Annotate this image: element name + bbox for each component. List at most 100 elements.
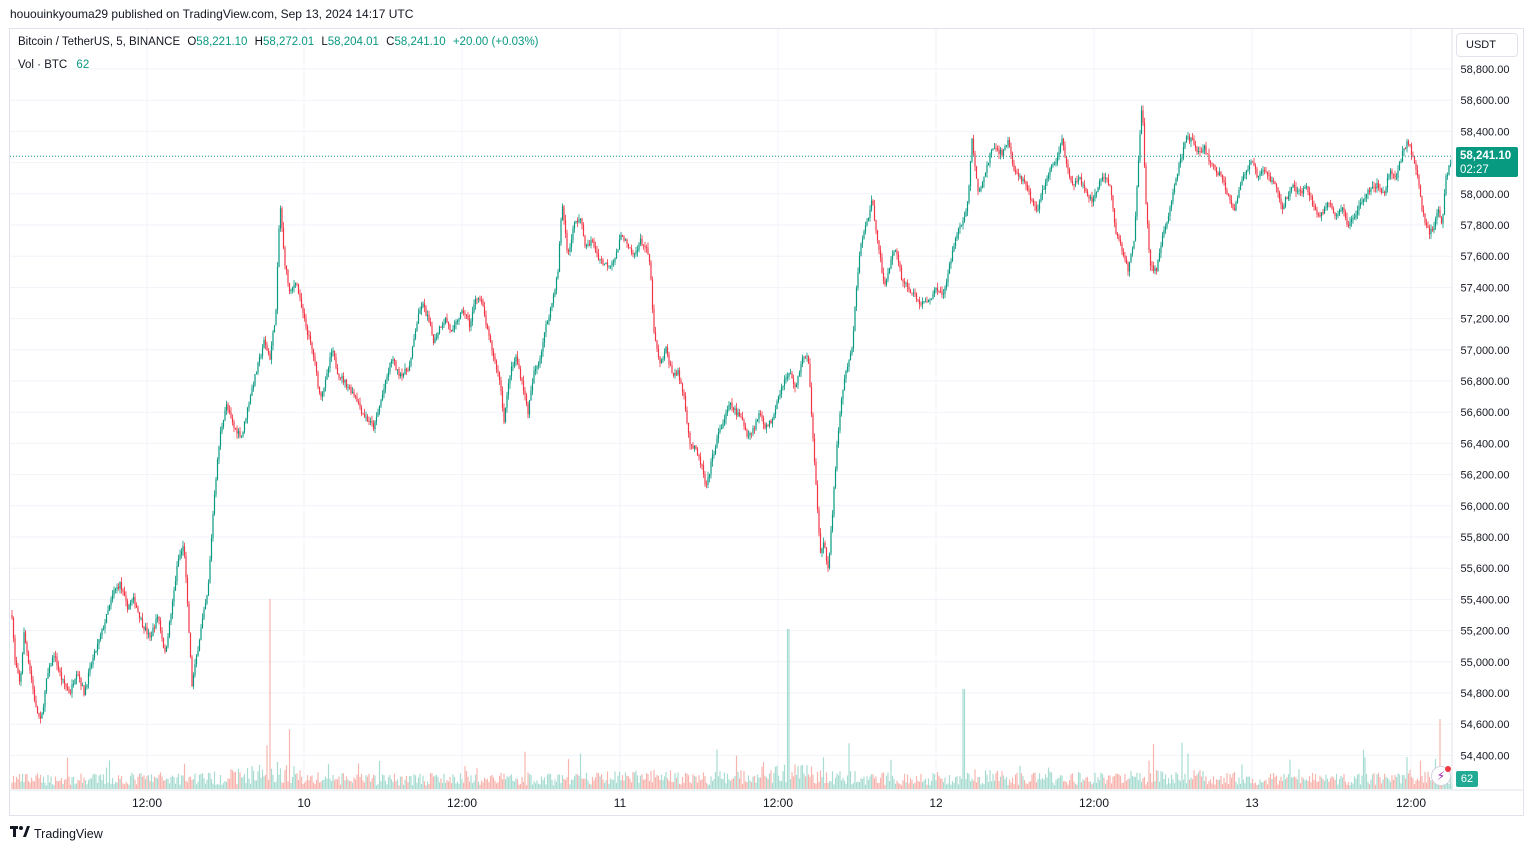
candle-body <box>918 299 921 304</box>
candle-body <box>596 250 598 254</box>
volume-bar <box>1122 782 1125 789</box>
volume-bar <box>1325 774 1327 789</box>
candle-body <box>1010 146 1012 155</box>
volume-bar <box>1382 779 1384 789</box>
candle-body <box>638 243 640 250</box>
candle-body <box>609 265 612 267</box>
volume-bar <box>866 776 868 789</box>
candle-body <box>1437 209 1440 213</box>
candle-body <box>1149 250 1152 266</box>
volume-bar <box>188 777 190 789</box>
volume-bar <box>576 774 579 789</box>
candle-body <box>1037 209 1039 211</box>
candle-body <box>1043 189 1045 190</box>
candle-body <box>966 202 969 212</box>
candle-body <box>482 300 484 307</box>
candle-body <box>1056 157 1059 162</box>
volume-bar <box>575 773 577 789</box>
volume-bar <box>411 785 414 789</box>
volume-label[interactable]: Vol · BTC <box>18 59 68 71</box>
volume-bar <box>650 770 652 789</box>
lightning-icon[interactable]: ⚡ <box>1431 766 1451 786</box>
volume-bar <box>1286 777 1288 789</box>
candle-body <box>297 284 300 294</box>
candle-body <box>923 301 925 303</box>
volume-bar <box>345 776 348 789</box>
volume-bar <box>468 781 471 789</box>
candle-body <box>422 303 424 307</box>
volume-bar <box>92 774 94 789</box>
candle-body <box>633 253 636 255</box>
volume-bar <box>896 780 898 789</box>
candle-body <box>426 315 429 316</box>
candle-body <box>1067 163 1069 170</box>
candle-body <box>1418 175 1420 186</box>
candle-body <box>324 379 327 388</box>
volume-bar <box>1149 773 1152 789</box>
volume-bar <box>684 773 687 789</box>
symbol-title[interactable]: Bitcoin / TetherUS, 5, BINANCE <box>18 36 181 48</box>
volume-bar <box>488 782 490 789</box>
volume-bar <box>597 773 600 789</box>
candle-body <box>1082 184 1084 186</box>
volume-bar <box>1361 775 1363 789</box>
candle-body <box>212 513 214 538</box>
volume-bar <box>651 782 654 789</box>
volume-bar <box>1410 776 1413 789</box>
candle-body <box>696 448 699 455</box>
volume-bar <box>1344 781 1347 789</box>
candle-body <box>1332 208 1335 213</box>
candle-body <box>321 392 324 397</box>
candle-body <box>870 200 873 210</box>
candle-body <box>857 272 859 288</box>
volume-bar <box>75 783 78 789</box>
volume-bar <box>486 778 489 789</box>
volume-bar <box>890 759 892 789</box>
volume-bar <box>1028 781 1030 789</box>
volume-bar <box>399 776 402 789</box>
volume-bar <box>686 773 688 789</box>
candle-body <box>807 355 810 364</box>
candle-body <box>626 239 628 244</box>
candle-body <box>1257 175 1260 178</box>
candle-body <box>54 656 57 658</box>
candle-body <box>734 408 736 411</box>
currency-button[interactable]: USDT <box>1456 33 1518 57</box>
volume-bar <box>810 766 813 789</box>
volume-bar <box>47 774 49 789</box>
volume-bar <box>1110 783 1113 789</box>
candle-body <box>1218 172 1221 175</box>
candle-body <box>57 665 60 670</box>
volume-bar <box>1052 782 1054 789</box>
candle-body <box>905 283 907 284</box>
volume-bar <box>1328 781 1330 789</box>
candle-body <box>420 306 423 310</box>
candle-body <box>518 363 520 369</box>
volume-bar <box>1310 782 1312 789</box>
candle-body <box>185 555 187 578</box>
volume-bar <box>854 771 856 789</box>
volume-bar <box>1188 779 1191 789</box>
candle-body <box>90 664 93 667</box>
candle-body <box>234 427 237 429</box>
volume-bar <box>578 775 580 789</box>
candle-body <box>276 266 279 310</box>
candle-body <box>458 318 460 322</box>
volume-bar <box>1389 781 1392 789</box>
candle-body <box>648 254 651 263</box>
volume-bar <box>879 777 882 789</box>
volume-bar <box>764 775 766 789</box>
volume-bar <box>878 782 880 789</box>
candle-body <box>413 338 415 347</box>
volume-bar <box>78 780 81 789</box>
candle-body <box>659 356 661 364</box>
change-value: +20.00 (+0.03%) <box>452 36 539 48</box>
volume-bar <box>27 780 30 789</box>
tradingview-brand[interactable]: TradingView <box>10 826 103 841</box>
volume-bar <box>1235 781 1237 789</box>
candle-body <box>933 289 936 295</box>
candle-body <box>1352 217 1354 220</box>
candle-body <box>1406 141 1408 149</box>
candle-body <box>18 673 21 682</box>
